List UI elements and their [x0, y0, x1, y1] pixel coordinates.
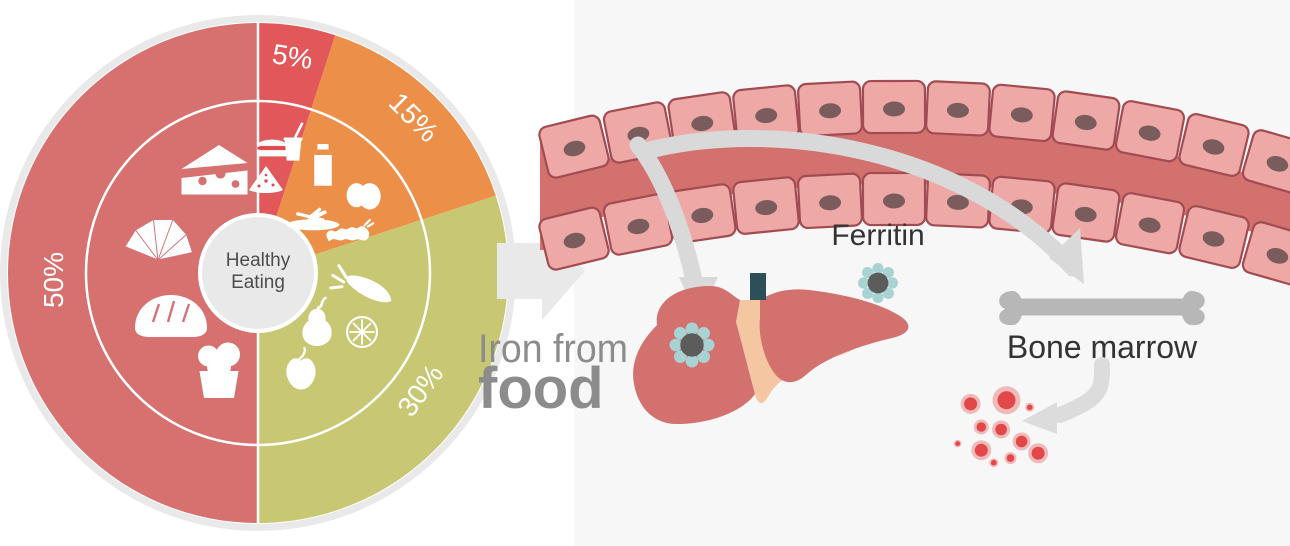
svg-text:Ferritin: Ferritin — [831, 219, 924, 252]
svg-text:food: food — [478, 356, 604, 421]
